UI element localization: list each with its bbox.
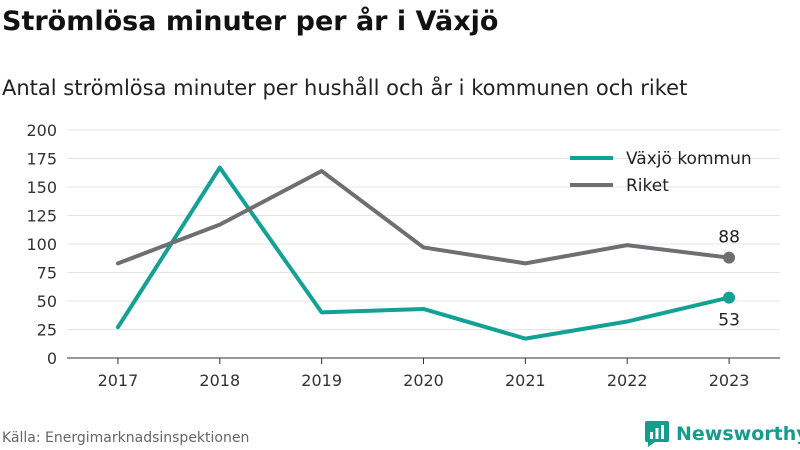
brand-logo: Newsworthy <box>645 421 800 447</box>
series-line <box>115 165 732 341</box>
chart-title: Strömlösa minuter per år i Växjö <box>2 6 499 37</box>
x-tick-label: 2020 <box>403 371 444 390</box>
y-tick-label: 75 <box>37 264 57 283</box>
source-note: Källa: Energimarknadsinspektionen <box>2 430 250 446</box>
x-tick-label: 2021 <box>505 371 546 390</box>
y-tick-label: 0 <box>47 349 57 368</box>
legend-label: Växjö kommun <box>626 149 752 169</box>
data-label: 53 <box>718 311 740 331</box>
x-tick-label: 2018 <box>199 371 240 390</box>
y-tick-label: 25 <box>37 321 57 340</box>
x-tick-label: 2023 <box>709 371 750 390</box>
y-tick-label: 200 <box>26 121 57 140</box>
newsworthy-logo-icon <box>645 421 669 447</box>
y-tick-label: 100 <box>26 235 57 254</box>
data-label: 88 <box>718 228 740 248</box>
chart-subtitle: Antal strömlösa minuter per hushåll och … <box>2 76 688 100</box>
brand-name: Newsworthy <box>676 423 800 445</box>
series-end-point <box>723 251 736 264</box>
x-tick-label: 2019 <box>301 371 342 390</box>
legend-label: Riket <box>626 176 669 196</box>
y-tick-label: 150 <box>26 178 57 197</box>
y-tick-label: 175 <box>26 150 57 169</box>
x-tick-label: 2022 <box>607 371 648 390</box>
x-tick-label: 2017 <box>98 371 139 390</box>
series-line <box>115 169 732 266</box>
y-tick-label: 50 <box>37 292 57 311</box>
series-end-point <box>723 291 736 304</box>
y-tick-label: 125 <box>26 207 57 226</box>
